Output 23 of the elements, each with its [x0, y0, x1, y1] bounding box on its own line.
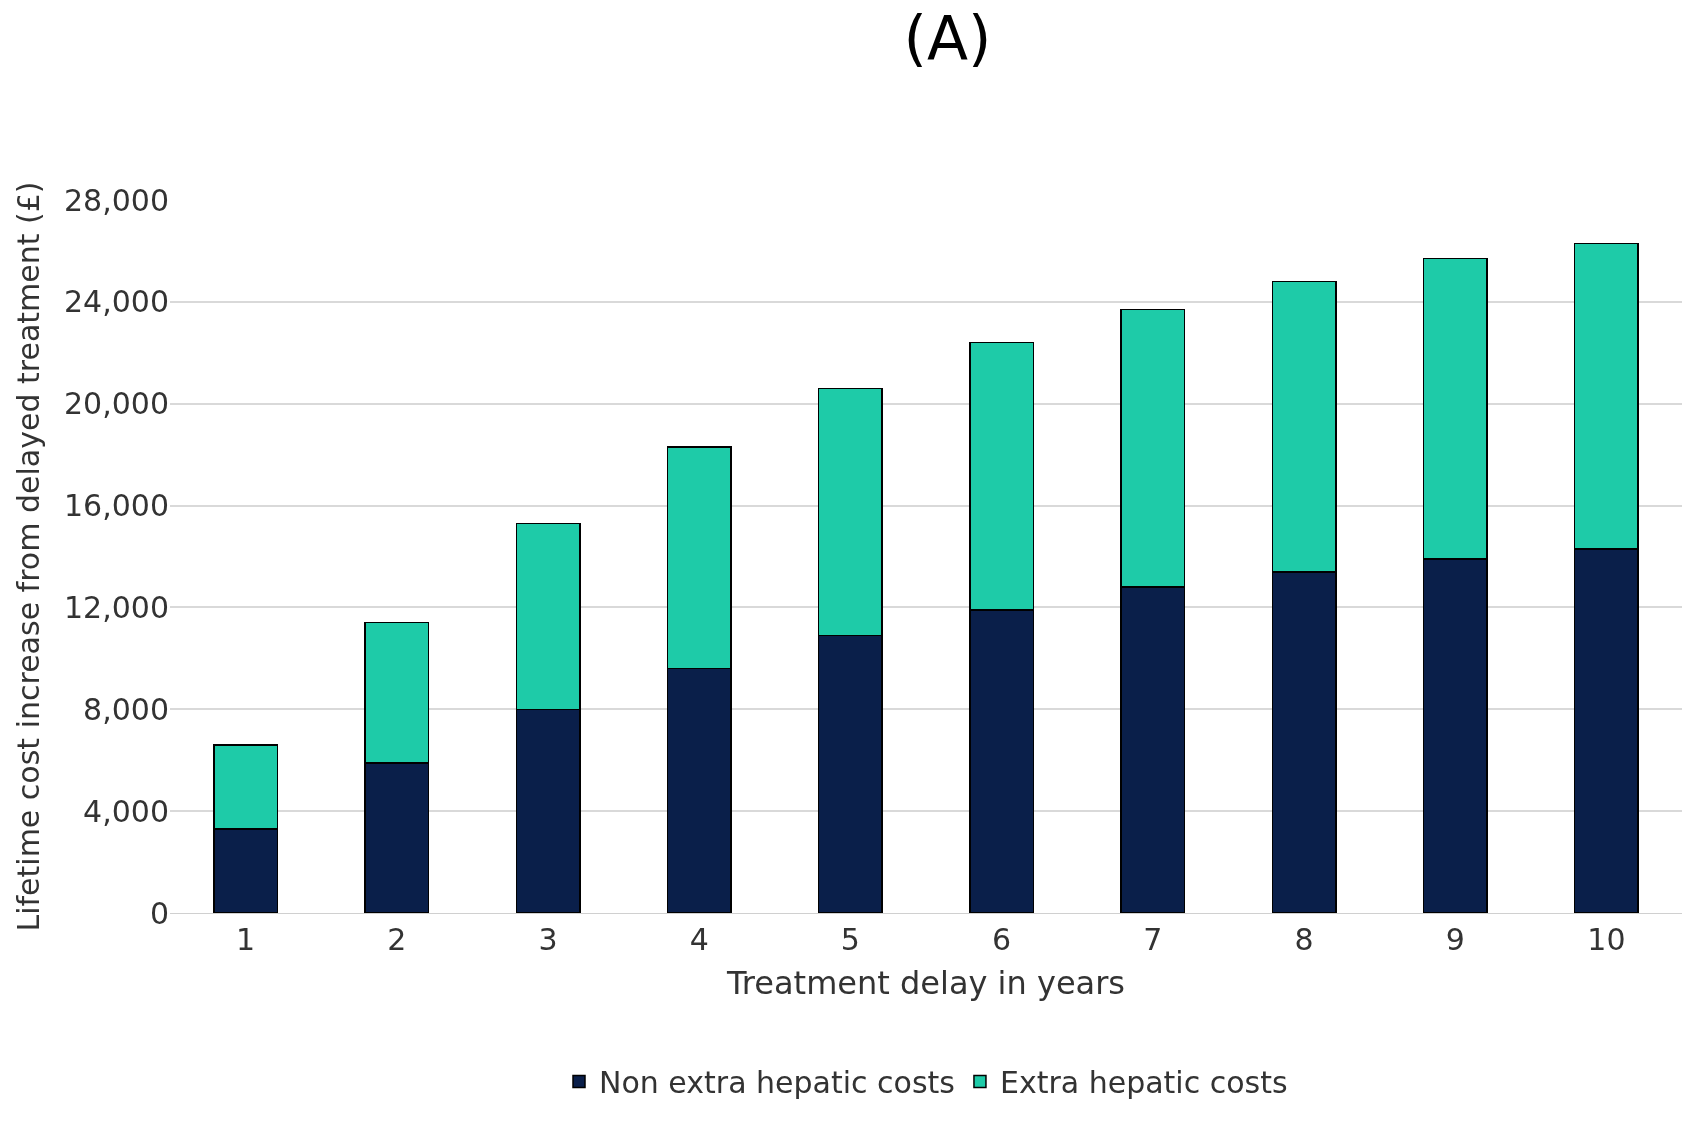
- x-tick-label: 10: [1587, 922, 1626, 957]
- y-tick-label: 0: [149, 895, 169, 931]
- x-tick-label: 5: [840, 922, 860, 957]
- y-axis-title: Lifetime cost increase from delayed treatment (£): [11, 181, 47, 932]
- x-tick-label: 4: [689, 922, 709, 957]
- legend-label: Extra hepatic costs: [999, 1065, 1288, 1101]
- x-tick-label: 2: [387, 922, 407, 957]
- x-tick-label: 9: [1445, 922, 1465, 957]
- x-tick-label: 1: [236, 922, 256, 957]
- y-tick-label: 12,000: [64, 589, 169, 625]
- x-tick-label: 3: [538, 922, 558, 957]
- y-tick-label: 8,000: [83, 691, 169, 727]
- x-tick-label: 7: [1143, 922, 1163, 957]
- x-tick-label: 6: [992, 922, 1012, 957]
- x-axis-title: Treatment delay in years: [725, 963, 1126, 1002]
- y-tick-label: 20,000: [64, 386, 169, 422]
- y-tick-label: 24,000: [64, 284, 169, 320]
- x-tick-label: 8: [1294, 922, 1314, 957]
- y-tick-label: 28,000: [64, 182, 169, 218]
- y-tick-label: 16,000: [64, 488, 169, 524]
- y-tick-label: 4,000: [83, 793, 169, 829]
- chart-title: (A): [903, 3, 992, 74]
- legend-label: Non extra hepatic costs: [599, 1065, 955, 1101]
